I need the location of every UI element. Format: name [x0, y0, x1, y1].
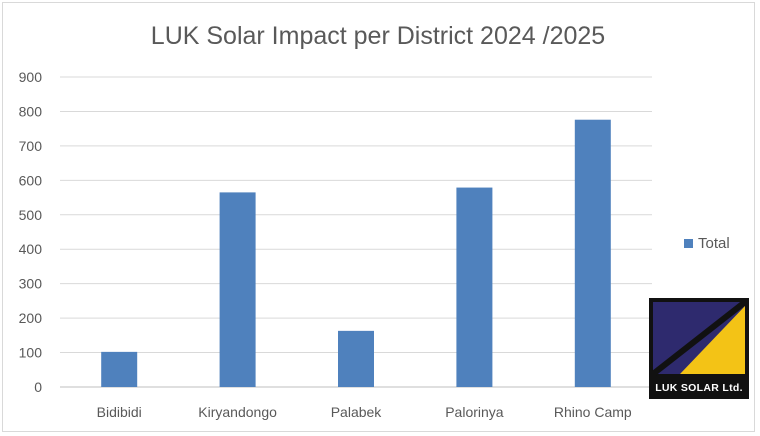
y-tick-label: 800	[19, 103, 43, 119]
x-tick-label: Kiryandongo	[198, 404, 277, 420]
gridlines	[60, 76, 652, 388]
x-tick-label: Bidibidi	[97, 404, 142, 420]
bar-kiryandongo	[219, 192, 256, 387]
bar-rhino-camp	[574, 119, 611, 387]
legend-label: Total	[698, 235, 730, 252]
y-tick-label: 200	[19, 310, 43, 326]
y-tick-label: 700	[19, 138, 43, 154]
chart-title: LUK Solar Impact per District 2024 /2025	[151, 22, 605, 50]
bars	[101, 119, 611, 387]
logo-text: LUK SOLAR Ltd.	[655, 382, 743, 394]
y-tick-label: 300	[19, 276, 43, 292]
y-tick-label: 400	[19, 241, 43, 257]
logo-yellow-triangle	[680, 306, 745, 374]
x-tick-label: Palabek	[331, 404, 383, 420]
x-axis-tick-labels: Bidibidi Kiryandongo Palabek Palorinya Rhino…	[97, 404, 632, 420]
y-tick-label: 100	[19, 345, 43, 361]
y-tick-label: 600	[19, 172, 43, 188]
y-axis-tick-labels: 0 100 200 300 400 500 600 700 800 900	[19, 69, 43, 395]
x-tick-label: Rhino Camp	[554, 404, 632, 420]
legend: Total	[684, 235, 730, 252]
y-tick-label: 900	[19, 69, 43, 85]
bar-bidibidi	[101, 351, 138, 387]
legend-swatch	[684, 239, 693, 248]
bar-palorinya	[456, 187, 493, 387]
logo-diagonal	[651, 299, 747, 377]
bar-palabek	[338, 330, 374, 387]
y-tick-label: 0	[34, 379, 42, 395]
x-tick-label: Palorinya	[445, 404, 504, 420]
luk-solar-logo: LUK SOLAR Ltd.	[649, 298, 749, 399]
y-tick-label: 500	[19, 207, 43, 223]
